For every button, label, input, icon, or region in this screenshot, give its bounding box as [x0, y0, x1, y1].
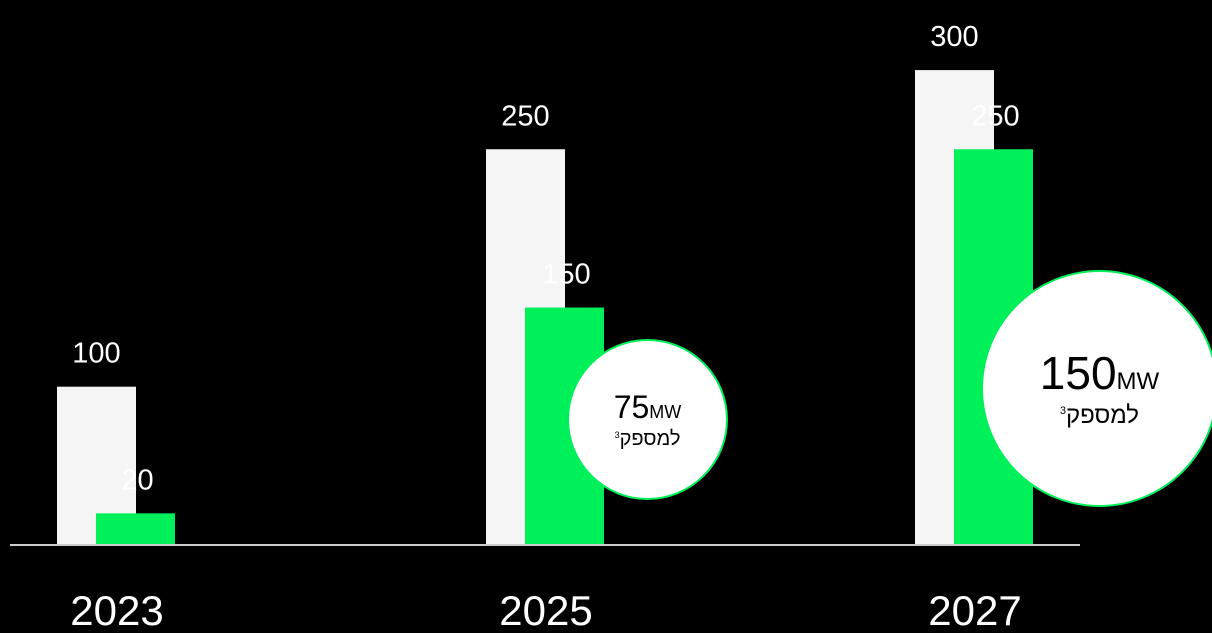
category-label-2027: 2027: [928, 587, 1021, 633]
category-label-2025: 2025: [499, 587, 592, 633]
bar-2023-series-2: [96, 513, 175, 545]
badge-unit: MW: [649, 401, 682, 422]
badge-unit: MW: [1116, 367, 1160, 395]
value-label-2025-series-1: 250: [501, 100, 549, 132]
badge-footnote: 3: [614, 429, 620, 440]
value-label-2027-series-1: 300: [930, 21, 978, 53]
badge-value: 150: [1039, 346, 1117, 399]
annotation-badge-2025: 75MW למספק3: [567, 339, 728, 500]
value-label-2023-series-1: 100: [72, 338, 120, 370]
badge-text: למספק: [619, 427, 681, 450]
category-label-2023: 2023: [70, 587, 163, 633]
badge-footnote: 3: [1059, 404, 1066, 417]
badge-text: למספק: [1065, 401, 1140, 429]
value-label-2023-series-2: 20: [121, 464, 153, 496]
badge-value: 75: [613, 388, 650, 425]
annotation-badge-2027: 150MW למספק3: [981, 270, 1212, 507]
value-label-2027-series-2: 250: [971, 100, 1019, 132]
bars-layer: [57, 70, 1033, 545]
value-label-2025-series-2: 150: [542, 259, 590, 291]
labels-layer: 100 20 2023 250 150 2025 300 250 2027: [70, 21, 1021, 633]
